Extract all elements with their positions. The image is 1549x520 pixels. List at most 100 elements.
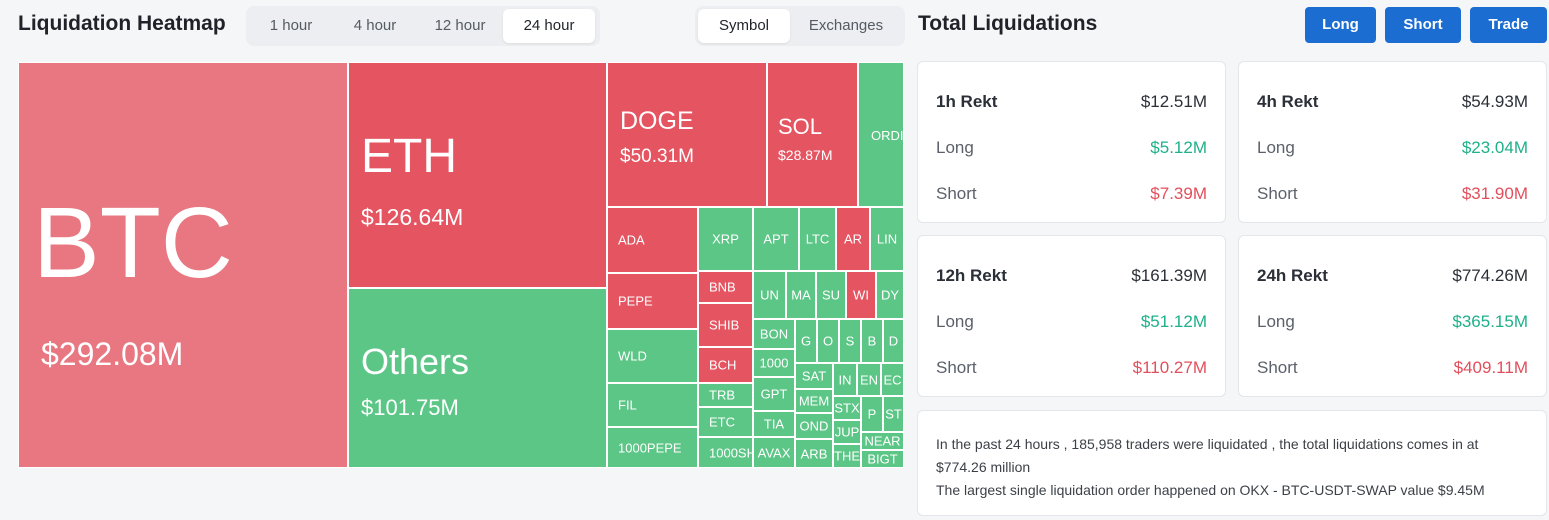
treemap-cell-ma[interactable]: MA: [786, 271, 816, 319]
short-label: Short: [1257, 184, 1298, 203]
tab-4-hour[interactable]: 4 hour: [353, 17, 397, 34]
tab-1-hour[interactable]: 1 hour: [269, 17, 313, 34]
cell-symbol: BCH: [709, 357, 737, 373]
treemap-cell-others[interactable]: Others $101.75M: [348, 288, 607, 468]
treemap-cell-ltc[interactable]: LTC: [799, 207, 836, 271]
cell-symbol: 1000PEPE: [618, 440, 682, 455]
short-label: Short: [1257, 358, 1298, 377]
treemap-cell-btc[interactable]: BTC $292.08M: [18, 62, 348, 468]
treemap-cell-un[interactable]: UN: [753, 271, 786, 319]
treemap-cell-avax[interactable]: AVAX: [753, 437, 795, 468]
treemap-cell-1000[interactable]: 1000: [753, 349, 795, 377]
treemap-cell-apt[interactable]: APT: [753, 207, 799, 271]
tab-12-hour[interactable]: 12 hour: [434, 17, 486, 34]
cell-symbol: Others: [361, 341, 470, 382]
cell-symbol: STX: [834, 400, 860, 416]
cell-value: $126.64M: [361, 204, 464, 230]
treemap-cell-xrp[interactable]: XRP: [698, 207, 753, 271]
tab-symbol[interactable]: Symbol: [698, 9, 790, 43]
card-label: 12h Rekt: [936, 266, 1007, 285]
cell-symbol: IN: [838, 372, 852, 387]
treemap-cell-sat[interactable]: SAT: [795, 363, 833, 389]
treemap-cell-the[interactable]: THE: [833, 444, 861, 468]
treemap-cell-en[interactable]: EN: [857, 363, 881, 396]
card-total: $774.26M: [1452, 266, 1528, 285]
treemap-cell-in[interactable]: IN: [833, 363, 857, 396]
cell-symbol: ST: [885, 406, 902, 422]
cell-symbol: XRP: [712, 231, 739, 247]
treemap-cell-1000sh[interactable]: 1000SH: [698, 437, 753, 468]
short-value: $110.27M: [1132, 358, 1207, 377]
tab-24-hour[interactable]: 24 hour: [503, 9, 595, 43]
treemap-cell-wi[interactable]: WI: [846, 271, 876, 319]
cell-symbol: ARB: [800, 446, 828, 461]
treemap-cell-ec[interactable]: EC: [881, 363, 904, 396]
treemap-cell-st[interactable]: ST: [883, 396, 904, 432]
treemap-cell-s[interactable]: S: [839, 319, 861, 363]
treemap-cell-1000pepe[interactable]: 1000PEPE: [607, 427, 698, 468]
cell-symbol: UN: [760, 287, 779, 303]
long-button[interactable]: Long: [1305, 7, 1376, 43]
treemap-cell-mem[interactable]: MEM: [795, 389, 833, 413]
cell-symbol: WLD: [618, 348, 647, 364]
treemap-cell-doge[interactable]: DOGE $50.31M: [607, 62, 767, 207]
treemap-cell-near[interactable]: NEAR: [861, 432, 904, 450]
card-label: 24h Rekt: [1257, 266, 1328, 285]
cell-symbol: NEAR: [864, 433, 901, 449]
summary-line-largest-order: The largest single liquidation order hap…: [936, 482, 1485, 498]
treemap-cell-bnb[interactable]: BNB: [698, 271, 753, 303]
treemap-cell-fil[interactable]: FIL: [607, 383, 698, 427]
cell-symbol: B: [867, 333, 877, 349]
long-label: Long: [936, 312, 974, 331]
long-value: $51.12M: [1140, 312, 1207, 331]
cell-symbol: D: [888, 333, 899, 349]
treemap-cell-g[interactable]: G: [795, 319, 817, 363]
cell-symbol: BTC: [33, 187, 233, 299]
treemap-cell-shib[interactable]: SHIB: [698, 303, 753, 347]
treemap-cell-arb[interactable]: ARB: [795, 439, 833, 468]
treemap-cell-b[interactable]: B: [861, 319, 883, 363]
cell-symbol: DOGE: [620, 107, 694, 135]
treemap-cell-lin[interactable]: LIN: [870, 207, 904, 271]
cell-symbol: OND: [799, 418, 829, 434]
rekt-card-24h: 24h Rekt $774.26M Long $365.15M Short $409.…: [1238, 235, 1547, 397]
cell-symbol: TRB: [709, 387, 735, 403]
treemap-cell-stx[interactable]: STX: [833, 396, 861, 420]
treemap-cell-sol[interactable]: SOL $28.87M: [767, 62, 858, 207]
trade-button[interactable]: Trade: [1470, 7, 1547, 43]
treemap-cell-pepe[interactable]: PEPE: [607, 273, 698, 329]
short-button[interactable]: Short: [1385, 7, 1461, 43]
short-value: $7.39M: [1150, 184, 1207, 203]
card-label: 4h Rekt: [1257, 92, 1319, 111]
cell-symbol: LIN: [876, 231, 898, 247]
short-label: Short: [936, 184, 977, 203]
liquidation-treemap: BTC $292.08M ETH $126.64M Others $101.75…: [18, 62, 904, 468]
treemap-cell-jup[interactable]: JUP: [833, 420, 861, 444]
treemap-cell-ordi[interactable]: ORDI: [858, 62, 904, 207]
tab-exchanges[interactable]: Exchanges: [808, 17, 884, 34]
time-range-tabs: 1 hour 4 hour 12 hour 24 hour: [246, 6, 600, 46]
treemap-cell-d[interactable]: D: [883, 319, 904, 363]
treemap-cell-p[interactable]: P: [861, 396, 883, 432]
treemap-cell-su[interactable]: SU: [816, 271, 846, 319]
short-value: $409.11M: [1453, 358, 1528, 377]
treemap-cell-ond[interactable]: OND: [795, 413, 833, 439]
treemap-cell-tia[interactable]: TIA: [753, 411, 795, 437]
treemap-cell-trb[interactable]: TRB: [698, 383, 753, 407]
treemap-cell-etc[interactable]: ETC: [698, 407, 753, 437]
treemap-cell-dy[interactable]: DY: [876, 271, 904, 319]
treemap-cell-bon[interactable]: BON: [753, 319, 795, 349]
treemap-cell-bigt[interactable]: BIGT: [861, 450, 904, 468]
cell-symbol: DY: [880, 287, 900, 303]
treemap-cell-gpt[interactable]: GPT: [753, 377, 795, 411]
treemap-cell-o[interactable]: O: [817, 319, 839, 363]
long-value: $365.15M: [1452, 312, 1528, 331]
treemap-cell-eth[interactable]: ETH $126.64M: [348, 62, 607, 288]
cell-value: $101.75M: [361, 395, 459, 420]
treemap-cell-bch[interactable]: BCH: [698, 347, 753, 383]
cell-symbol: ETH: [361, 130, 457, 183]
cell-symbol: 1000SH: [709, 445, 753, 460]
treemap-cell-ada[interactable]: ADA: [607, 207, 698, 273]
treemap-cell-wld[interactable]: WLD: [607, 329, 698, 383]
treemap-cell-ar[interactable]: AR: [836, 207, 870, 271]
